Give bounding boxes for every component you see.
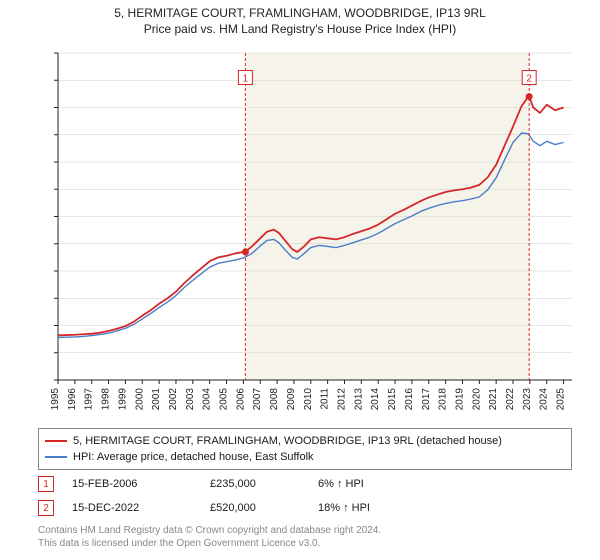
svg-text:2021: 2021 [488,388,499,411]
svg-text:2006: 2006 [235,388,246,411]
transaction-date: 15-FEB-2006 [72,478,192,490]
svg-text:2000: 2000 [134,388,145,411]
transaction-price: £520,000 [210,502,300,514]
table-row: 1 15-FEB-2006 £235,000 6% ↑ HPI [38,472,572,496]
svg-text:2018: 2018 [438,388,449,411]
legend-swatch [45,440,67,442]
chart-title-sub: Price paid vs. HM Land Registry's House … [0,22,600,36]
legend-swatch [45,456,67,458]
transaction-price: £235,000 [210,478,300,490]
chart-title-main: 5, HERMITAGE COURT, FRAMLINGHAM, WOODBRI… [0,6,600,20]
svg-text:2011: 2011 [320,388,331,410]
legend-box: 5, HERMITAGE COURT, FRAMLINGHAM, WOODBRI… [38,428,572,470]
svg-text:2002: 2002 [168,388,179,411]
svg-text:2013: 2013 [353,388,364,411]
svg-text:2010: 2010 [303,388,314,411]
table-row: 2 15-DEC-2022 £520,000 18% ↑ HPI [38,496,572,520]
transactions-table: 1 15-FEB-2006 £235,000 6% ↑ HPI 2 15-DEC… [38,472,572,520]
legend-label: 5, HERMITAGE COURT, FRAMLINGHAM, WOODBRI… [73,433,502,449]
copyright-line: This data is licensed under the Open Gov… [38,537,572,550]
svg-text:2007: 2007 [252,388,263,411]
svg-text:2014: 2014 [370,388,381,411]
chart-svg: £0£50K£100K£150K£200K£250K£300K£350K£400… [50,45,580,415]
legend-item: 5, HERMITAGE COURT, FRAMLINGHAM, WOODBRI… [45,433,565,449]
transaction-marker-box: 2 [38,500,54,516]
svg-text:2003: 2003 [185,388,196,411]
legend-item: HPI: Average price, detached house, East… [45,449,565,465]
transaction-pct: 18% ↑ HPI [318,502,398,514]
svg-text:2012: 2012 [336,388,347,411]
svg-text:1995: 1995 [50,388,61,411]
svg-text:2022: 2022 [505,388,516,411]
transaction-marker-box: 1 [38,476,54,492]
transaction-date: 15-DEC-2022 [72,502,192,514]
svg-text:2008: 2008 [269,388,280,411]
svg-text:2001: 2001 [151,388,162,411]
svg-text:2025: 2025 [556,388,567,411]
svg-text:2016: 2016 [404,388,415,411]
svg-text:2024: 2024 [539,388,550,411]
svg-text:1998: 1998 [101,388,112,411]
svg-text:2015: 2015 [387,388,398,411]
transaction-pct: 6% ↑ HPI [318,478,398,490]
copyright-line: Contains HM Land Registry data © Crown c… [38,524,572,537]
svg-text:2020: 2020 [471,388,482,411]
svg-text:2017: 2017 [421,388,432,411]
svg-text:1999: 1999 [117,388,128,411]
copyright-text: Contains HM Land Registry data © Crown c… [38,524,572,550]
svg-text:2004: 2004 [202,388,213,411]
svg-text:2019: 2019 [454,388,465,411]
svg-text:1: 1 [243,74,249,85]
chart-title-area: 5, HERMITAGE COURT, FRAMLINGHAM, WOODBRI… [0,0,600,36]
svg-text:1996: 1996 [67,388,78,411]
legend-label: HPI: Average price, detached house, East… [73,449,314,465]
svg-text:2023: 2023 [522,388,533,411]
svg-text:2009: 2009 [286,388,297,411]
svg-text:1997: 1997 [84,388,95,411]
svg-text:2: 2 [526,74,532,85]
chart-plot-area: £0£50K£100K£150K£200K£250K£300K£350K£400… [50,45,580,415]
svg-text:2005: 2005 [219,388,230,411]
